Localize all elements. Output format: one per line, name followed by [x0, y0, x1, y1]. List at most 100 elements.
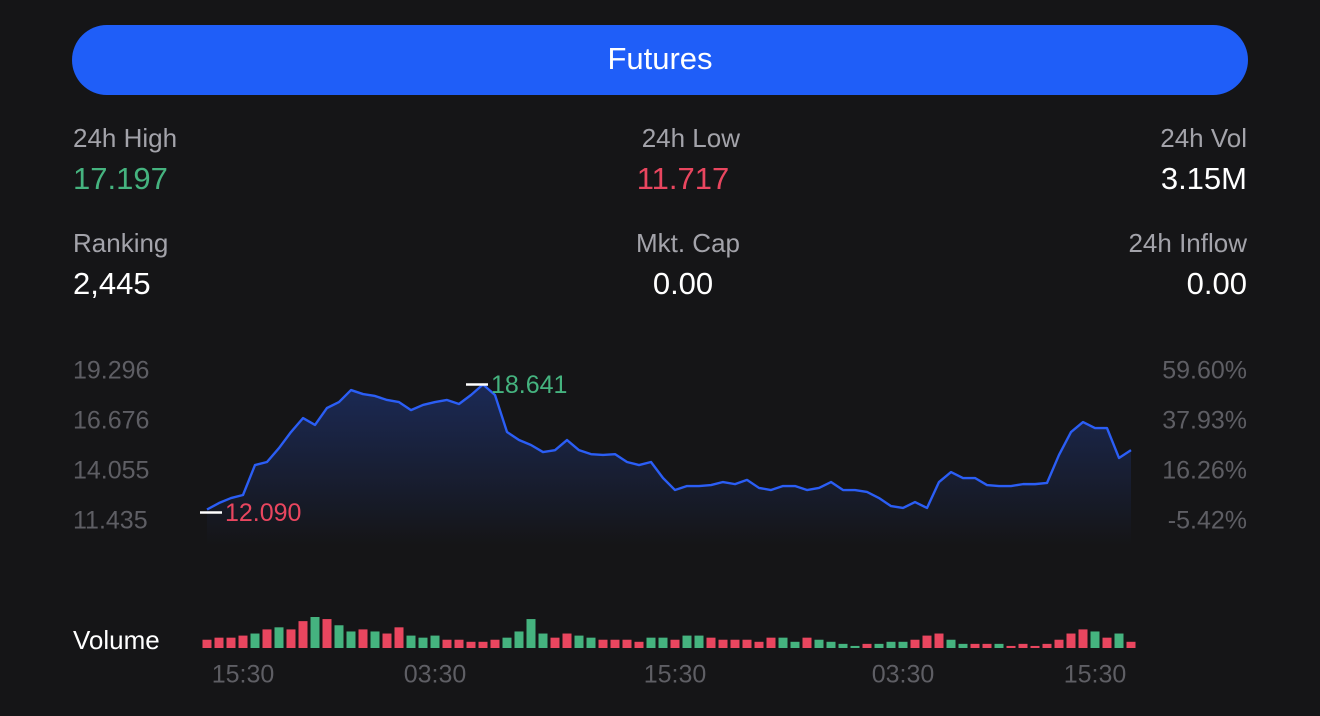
volume-bar — [406, 635, 416, 648]
volume-bar — [802, 637, 812, 648]
volume-bar — [634, 641, 644, 648]
y2-tick-label: 37.93% — [1162, 407, 1247, 435]
stat-label: 24h Low — [642, 123, 741, 153]
volume-bar — [922, 635, 932, 648]
volume-bar — [262, 629, 272, 648]
volume-bar — [838, 643, 848, 648]
stat-label: Mkt. Cap — [636, 228, 740, 258]
volume-bar — [766, 637, 776, 648]
volume-bar — [658, 637, 668, 648]
volume-bar — [1114, 633, 1124, 648]
volume-bar — [1066, 633, 1076, 648]
y2-tick-label: 16.26% — [1162, 457, 1247, 485]
volume-bar — [814, 639, 824, 648]
volume-bar — [934, 633, 944, 648]
volume-bar — [898, 641, 908, 648]
futures-button[interactable] — [72, 25, 1248, 95]
stat-value: 11.717 — [637, 161, 730, 196]
volume-bar — [598, 639, 608, 648]
volume-bar — [1054, 639, 1064, 648]
volume-bar — [574, 635, 584, 648]
volume-bar — [646, 637, 656, 648]
volume-bar — [1126, 641, 1136, 648]
volume-bar — [526, 619, 536, 648]
volume-bar — [454, 639, 464, 648]
volume-bar — [862, 643, 872, 648]
volume-bar — [490, 639, 500, 648]
volume-bar — [310, 617, 320, 648]
area-fill — [207, 384, 1131, 545]
volume-bar — [430, 635, 440, 648]
volume-bar — [910, 639, 920, 648]
volume-bar — [562, 633, 572, 648]
volume-bar — [418, 637, 428, 648]
futures-button-label[interactable]: Futures — [607, 41, 712, 76]
volume-bar — [394, 627, 404, 648]
stat-value: 3.15M — [1161, 161, 1247, 196]
volume-bar — [850, 645, 860, 648]
volume-bar — [718, 639, 728, 648]
x-tick-label: 15:30 — [1064, 661, 1127, 689]
volume-bar — [370, 631, 380, 648]
volume-bar — [826, 641, 836, 648]
volume-bar — [730, 639, 740, 648]
y-tick-label: 19.296 — [73, 357, 149, 385]
volume-bar — [1090, 631, 1100, 648]
volume-bar — [778, 637, 788, 648]
volume-bar — [538, 633, 548, 648]
volume-bar — [994, 643, 1004, 648]
volume-bar — [754, 641, 764, 648]
volume-bar — [514, 631, 524, 648]
volume-bar — [442, 639, 452, 648]
stat-label: 24h High — [73, 123, 177, 153]
volume-bar — [790, 641, 800, 648]
y2-tick-label: -5.42% — [1168, 507, 1247, 535]
volume-bar — [682, 635, 692, 648]
y-tick-label: 16.676 — [73, 407, 149, 435]
x-tick-label: 15:30 — [212, 661, 275, 689]
stat-value: 0.00 — [1187, 266, 1247, 301]
volume-bar — [586, 637, 596, 648]
volume-bar — [286, 629, 296, 648]
volume-bar — [982, 643, 992, 648]
volume-bar — [334, 625, 344, 648]
volume-bar — [226, 637, 236, 648]
stat-label: 24h Inflow — [1128, 228, 1247, 258]
volume-bar — [886, 641, 896, 648]
volume-bar — [1102, 637, 1112, 648]
volume-bar — [742, 639, 752, 648]
volume-bar — [250, 633, 260, 648]
stat-value: 2,445 — [73, 266, 151, 301]
volume-bar — [694, 635, 704, 648]
volume-bar — [202, 639, 212, 648]
volume-bar — [706, 637, 716, 648]
volume-bar — [970, 643, 980, 648]
volume-bar — [382, 633, 392, 648]
price-line — [206, 383, 1132, 511]
volume-bar — [946, 639, 956, 648]
volume-bar — [622, 639, 632, 648]
volume-bar — [1078, 629, 1088, 648]
volume-bar — [1006, 645, 1016, 648]
low-label: 12.090 — [225, 499, 301, 527]
y-tick-label: 11.435 — [73, 507, 148, 535]
stat-value: 0.00 — [653, 266, 713, 301]
stat-label: 24h Vol — [1160, 123, 1247, 153]
y2-tick-label: 59.60% — [1162, 357, 1247, 385]
volume-bar — [478, 641, 488, 648]
volume-bar — [346, 631, 356, 648]
volume-bar — [550, 637, 560, 648]
volume-bar — [670, 639, 680, 648]
volume-bar — [238, 635, 248, 648]
x-tick-label: 03:30 — [404, 661, 467, 689]
volume-label: Volume — [73, 625, 160, 655]
x-tick-label: 03:30 — [872, 661, 935, 689]
volume-bar — [298, 621, 308, 648]
volume-bar — [1030, 645, 1040, 648]
volume-bar — [1018, 643, 1028, 648]
volume-bar — [358, 629, 368, 648]
volume-bar — [1042, 643, 1052, 648]
stat-label: Ranking — [73, 228, 168, 258]
volume-bar — [502, 637, 512, 648]
